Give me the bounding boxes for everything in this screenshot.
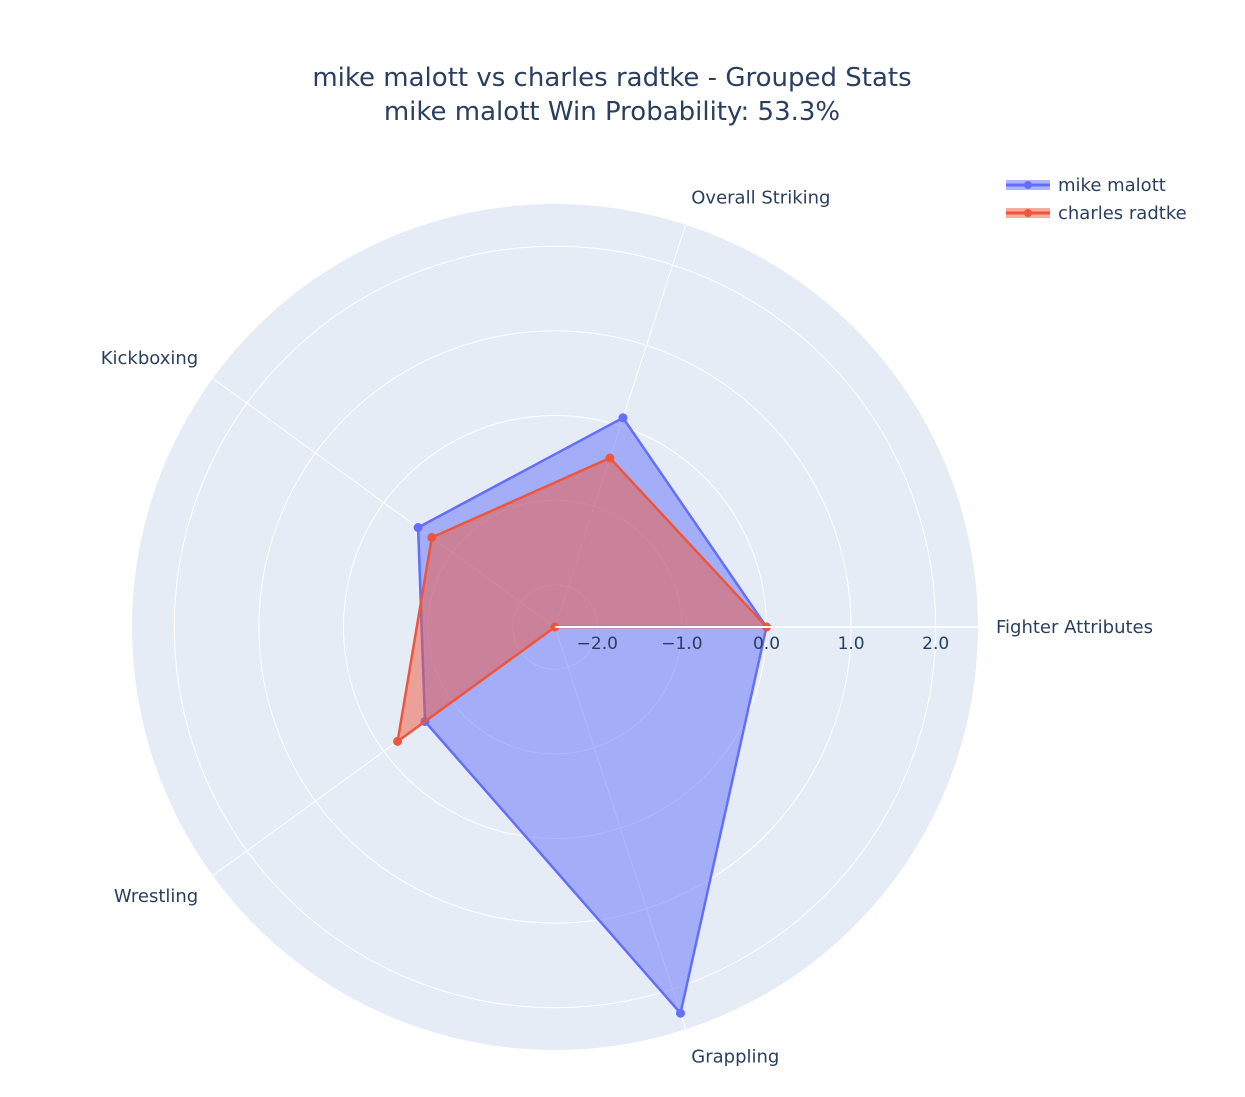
data-point-charles-radtke[interactable] — [605, 453, 615, 463]
legend-label-mike-malott: mike malott — [1058, 175, 1166, 196]
legend-label-charles-radtke: charles radtke — [1058, 203, 1187, 224]
category-label: Fighter Attributes — [996, 617, 1153, 638]
legend-marker-mike-malott — [1024, 181, 1032, 189]
radial-tick-label: 1.0 — [838, 634, 865, 654]
data-point-mike-malott[interactable] — [618, 413, 628, 423]
category-label: Kickboxing — [101, 348, 199, 369]
legend-item-mike-malott[interactable]: mike malott — [1006, 175, 1166, 196]
radial-tick-label: −1.0 — [661, 634, 702, 654]
data-point-mike-malott[interactable] — [413, 523, 423, 533]
chart-title: mike malott vs charles radtke - Grouped … — [312, 63, 911, 93]
data-point-charles-radtke[interactable] — [393, 736, 403, 746]
category-labels: Fighter Attributes Overall Striking Kickbo… — [101, 188, 1153, 1068]
data-point-charles-radtke[interactable] — [427, 532, 437, 542]
radial-tick-label: 0.0 — [753, 634, 780, 654]
category-label: Wrestling — [114, 886, 198, 907]
radial-tick-label: 2.0 — [922, 634, 949, 654]
category-label: Grappling — [691, 1046, 779, 1067]
radial-tick-labels: −2.0 −1.0 0.0 1.0 2.0 — [577, 634, 950, 654]
legend-item-charles-radtke[interactable]: charles radtke — [1006, 203, 1187, 224]
legend-marker-charles-radtke — [1024, 209, 1032, 217]
series-layer — [393, 413, 771, 1018]
data-point-mike-malott[interactable] — [675, 1008, 685, 1018]
legend: mike malott charles radtke — [1006, 175, 1187, 224]
category-label: Overall Striking — [691, 188, 830, 209]
chart-subtitle: mike malott Win Probability: 53.3% — [384, 97, 840, 127]
radial-tick-label: −2.0 — [577, 634, 618, 654]
